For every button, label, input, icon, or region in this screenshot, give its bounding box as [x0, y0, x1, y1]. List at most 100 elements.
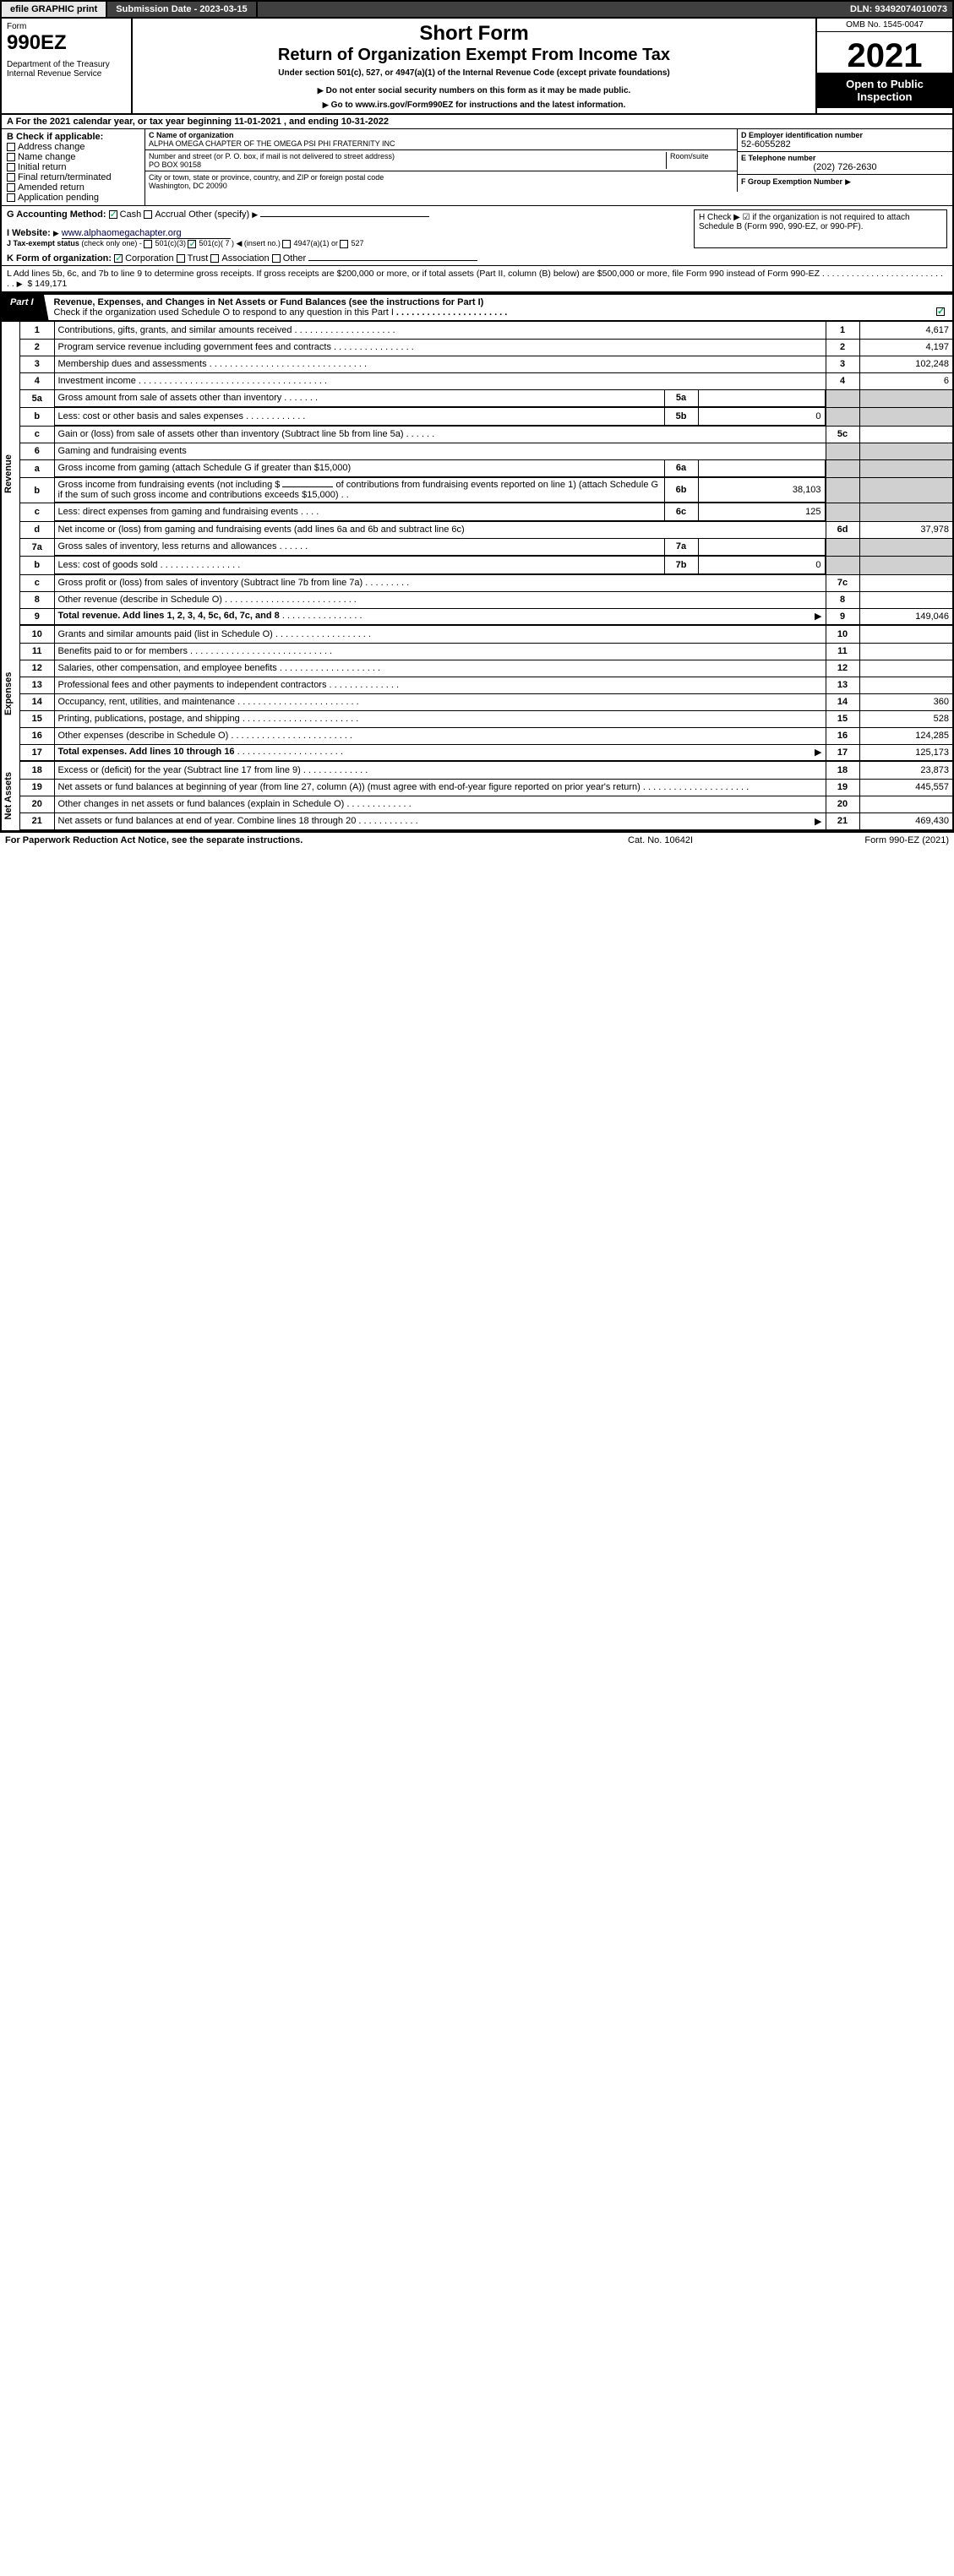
expenses-section: Expenses 10Grants and similar amounts pa… [0, 626, 954, 762]
form-header: Form 990EZ Department of the Treasury In… [0, 19, 954, 115]
table-row: aGross income from gaming (attach Schedu… [20, 459, 952, 478]
chk-cash[interactable] [109, 210, 117, 219]
section-l: L Add lines 5b, 6c, and 7b to line 9 to … [0, 266, 954, 293]
part1-header: Part I Revenue, Expenses, and Changes in… [0, 293, 954, 322]
chk-other[interactable] [272, 254, 281, 263]
chk-amended-return[interactable]: Amended return [7, 182, 139, 193]
table-row: 17Total expenses. Add lines 10 through 1… [20, 744, 952, 761]
table-row: 14Occupancy, rent, utilities, and mainte… [20, 693, 952, 710]
chk-name-change[interactable]: Name change [7, 152, 139, 162]
row-a-tax-year: A For the 2021 calendar year, or tax yea… [0, 115, 954, 129]
section-d: D Employer identification number 52-6055… [738, 129, 952, 152]
topbar-spacer [258, 2, 845, 17]
form-number: 990EZ [7, 31, 126, 55]
table-row: 8Other revenue (describe in Schedule O) … [20, 591, 952, 608]
table-row: cLess: direct expenses from gaming and f… [20, 503, 952, 522]
table-row: 12Salaries, other compensation, and empl… [20, 660, 952, 677]
section-cdef: C Name of organization ALPHA OMEGA CHAPT… [145, 129, 952, 205]
goto-link[interactable]: Go to www.irs.gov/Form990EZ for instruct… [138, 101, 810, 110]
section-j: J Tax-exempt status (check only one) - 5… [7, 239, 694, 248]
omb-number: OMB No. 1545-0047 [817, 19, 952, 32]
net-assets-section: Net Assets 18Excess or (deficit) for the… [0, 762, 954, 832]
net-assets-table: 18Excess or (deficit) for the year (Subt… [20, 762, 952, 830]
section-f: F Group Exemption Number [738, 175, 952, 188]
website-link[interactable]: www.alphaomegachapter.org [62, 228, 231, 239]
chk-final-return[interactable]: Final return/terminated [7, 172, 139, 182]
table-row: 7aGross sales of inventory, less returns… [20, 538, 952, 557]
table-row: 15Printing, publications, postage, and s… [20, 710, 952, 727]
table-row: 6Gaming and fundraising events [20, 443, 952, 459]
table-row: bGross income from fundraising events (n… [20, 478, 952, 503]
footer-left: For Paperwork Reduction Act Notice, see … [5, 835, 628, 845]
main-title: Return of Organization Exempt From Incom… [138, 46, 810, 65]
header-right: OMB No. 1545-0047 2021 Open to Public In… [817, 19, 952, 113]
chk-trust[interactable] [177, 254, 185, 263]
section-bcdef: B Check if applicable: Address change Na… [0, 129, 954, 206]
table-row: 18Excess or (deficit) for the year (Subt… [20, 762, 952, 779]
net-assets-sidelabel: Net Assets [2, 762, 20, 830]
ssn-warning: Do not enter social security numbers on … [138, 86, 810, 95]
other-org-input[interactable] [308, 260, 477, 261]
table-row: 1Contributions, gifts, grants, and simil… [20, 322, 952, 339]
expenses-table: 10Grants and similar amounts paid (list … [20, 626, 952, 762]
header-left: Form 990EZ Department of the Treasury In… [2, 19, 133, 113]
submission-date: Submission Date - 2023-03-15 [107, 2, 257, 17]
header-mid: Short Form Return of Organization Exempt… [133, 19, 817, 113]
table-row: 19Net assets or fund balances at beginni… [20, 779, 952, 796]
page-footer: For Paperwork Reduction Act Notice, see … [0, 832, 954, 848]
table-row: 4Investment income . . . . . . . . . . .… [20, 372, 952, 389]
section-i: I Website: www.alphaomegachapter.org [7, 228, 694, 239]
revenue-table: 1Contributions, gifts, grants, and simil… [20, 322, 952, 626]
table-row: 20Other changes in net assets or fund ba… [20, 796, 952, 812]
table-row: 13Professional fees and other payments t… [20, 677, 952, 693]
dept-treasury: Department of the Treasury Internal Reve… [7, 60, 126, 79]
short-form-title: Short Form [138, 22, 810, 46]
section-gh: G Accounting Method: Cash Accrual Other … [0, 206, 954, 252]
table-row: 5aGross amount from sale of assets other… [20, 389, 952, 408]
table-row: dNet income or (loss) from gaming and fu… [20, 521, 952, 538]
table-row: 11Benefits paid to or for members . . . … [20, 643, 952, 660]
section-de: D Employer identification number 52-6055… [737, 129, 952, 192]
dln: DLN: 93492074010073 [845, 2, 952, 17]
section-e: E Telephone number (202) 726-2630 [738, 152, 952, 175]
gross-receipts-amount: $ 149,171 [28, 279, 68, 289]
table-row: 10Grants and similar amounts paid (list … [20, 626, 952, 643]
efile-print-button[interactable]: efile GRAPHIC print [2, 2, 107, 17]
chk-corporation[interactable] [114, 254, 123, 263]
tax-year: 2021 [817, 32, 952, 73]
revenue-sidelabel: Revenue [2, 322, 20, 626]
arrow-icon [17, 279, 25, 289]
section-b-title: B Check if applicable: [7, 132, 139, 142]
part1-tab: Part I [2, 295, 49, 320]
chk-association[interactable] [210, 254, 219, 263]
chk-4947[interactable] [282, 240, 291, 248]
top-bar: efile GRAPHIC print Submission Date - 20… [0, 0, 954, 19]
section-k: K Form of organization: Corporation Trus… [0, 252, 954, 266]
arrow-icon [845, 177, 853, 187]
table-row: bLess: cost of goods sold . . . . . . . … [20, 557, 952, 575]
chk-application-pending[interactable]: Application pending [7, 193, 139, 203]
room-suite: Room/suite [666, 152, 733, 169]
section-c-address: Number and street (or P. O. box, if mail… [145, 150, 737, 171]
table-row: 3Membership dues and assessments . . . .… [20, 356, 952, 372]
subtitle: Under section 501(c), 527, or 4947(a)(1)… [138, 68, 810, 78]
chk-501c3[interactable] [144, 240, 152, 248]
section-c-name: C Name of organization ALPHA OMEGA CHAPT… [145, 129, 737, 150]
table-row: bLess: cost or other basis and sales exp… [20, 408, 952, 427]
section-g: G Accounting Method: Cash Accrual Other … [7, 209, 694, 248]
open-public: Open to Public Inspection [817, 73, 952, 108]
chk-accrual[interactable] [144, 210, 152, 219]
table-row: cGross profit or (loss) from sales of in… [20, 574, 952, 591]
table-row: cGain or (loss) from sale of assets othe… [20, 426, 952, 443]
chk-address-change[interactable]: Address change [7, 142, 139, 152]
chk-initial-return[interactable]: Initial return [7, 162, 139, 172]
expenses-sidelabel: Expenses [2, 626, 20, 762]
chk-501c[interactable] [188, 240, 196, 248]
table-row: 2Program service revenue including gover… [20, 339, 952, 356]
footer-mid: Cat. No. 10642I [628, 835, 797, 845]
footer-right: Form 990-EZ (2021) [797, 835, 949, 845]
chk-schedule-o[interactable] [936, 307, 945, 316]
other-specify-input[interactable] [260, 216, 429, 217]
section-c-city: City or town, state or province, country… [145, 171, 737, 192]
chk-527[interactable] [340, 240, 348, 248]
